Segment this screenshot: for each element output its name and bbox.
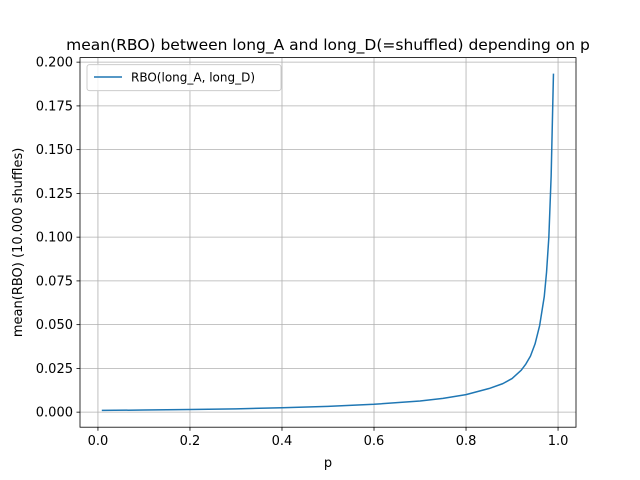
y-tick-label: 0.125 [36, 187, 73, 202]
y-tick-label: 0.175 [36, 99, 73, 114]
x-axis: 0.0 0.2 0.4 0.6 0.8 1.0 [88, 427, 569, 449]
plot-area-frame [79, 57, 577, 428]
series-layer [101, 73, 555, 412]
x-tick-label: 1.0 [548, 434, 569, 449]
y-tick-label: 0.000 [36, 406, 73, 421]
series-line [101, 73, 555, 412]
x-tick-label: 0.0 [88, 434, 109, 449]
y-tick-label: 0.100 [36, 231, 73, 246]
y-axis-label: mean(RBO) (10.000 shuffles) [11, 148, 26, 337]
y-tick-label: 0.075 [36, 274, 73, 289]
x-tick-label: 0.8 [456, 434, 477, 449]
x-tick-label: 0.2 [180, 434, 201, 449]
y-tick-label: 0.050 [36, 318, 73, 333]
x-tick-label: 0.4 [272, 434, 293, 449]
y-tick-label: 0.150 [36, 143, 73, 158]
x-tick-label: 0.6 [364, 434, 385, 449]
y-tick-label: 0.200 [36, 56, 73, 71]
legend: RBO(long_A, long_D) [86, 64, 282, 92]
x-axis-label: p [324, 456, 332, 471]
y-tick-label: 0.025 [36, 362, 73, 377]
grid [80, 57, 576, 428]
legend-box [86, 64, 282, 92]
chart-title: mean(RBO) between long_A and long_D(=shu… [66, 36, 590, 55]
legend-label: RBO(long_A, long_D) [131, 71, 255, 85]
y-axis: 0.000 0.025 0.050 0.075 0.100 0.125 0.150 0.175… [36, 56, 80, 421]
